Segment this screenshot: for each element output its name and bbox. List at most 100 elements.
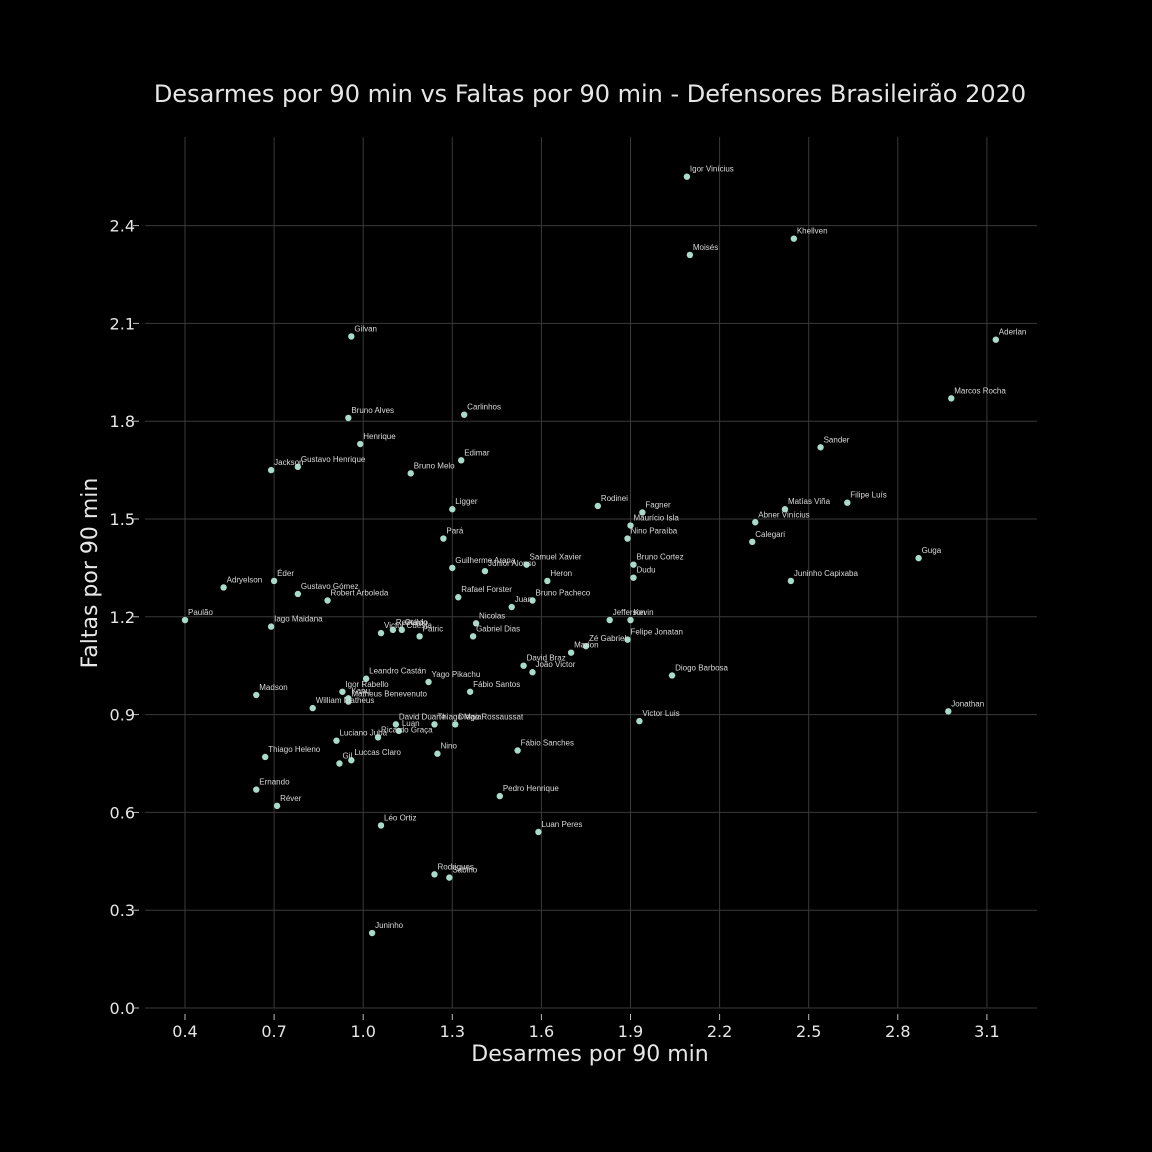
- point-label: Kevin: [634, 608, 654, 617]
- point-label: Gustavo Henrique: [301, 455, 366, 464]
- x-tick-label: 1.9: [618, 1022, 643, 1041]
- point-label: Matías Viña: [788, 497, 831, 506]
- scatter-point: [627, 616, 634, 624]
- point-label: Rafael Forster: [461, 585, 512, 594]
- scatter-point: [544, 577, 551, 585]
- scatter-point: [496, 792, 504, 800]
- point-label: Fagner: [645, 500, 671, 509]
- point-label: Marlon: [574, 641, 598, 650]
- scatter-point: [529, 597, 536, 604]
- point-label: Jonathan: [951, 699, 984, 708]
- point-label: Bruno Alves: [351, 406, 394, 415]
- scatter-point: [636, 717, 643, 725]
- scatter-point: [749, 538, 756, 546]
- x-tick-label: 3.1: [974, 1022, 999, 1041]
- point-label: Ernando: [259, 778, 290, 787]
- scatter-point: [253, 691, 260, 699]
- point-label: Paulão: [188, 608, 213, 617]
- scatter-point: [181, 616, 189, 624]
- scatter-point: [455, 594, 462, 601]
- y-tick-label: 0.9: [110, 706, 135, 725]
- scatter-point: [472, 620, 480, 627]
- scatter-point: [267, 466, 275, 474]
- point-label: Bruno Melo: [414, 461, 455, 470]
- scatter-point: [945, 708, 952, 715]
- point-label: Bruno Pacheco: [535, 589, 590, 598]
- scatter-point: [606, 616, 613, 624]
- point-label: Thiago Heleno: [268, 745, 321, 754]
- point-label: Jackson: [274, 458, 303, 467]
- point-label: Robert Arboleda: [331, 589, 389, 598]
- point-label: Éder: [277, 569, 294, 578]
- scatter-point: [267, 623, 275, 630]
- point-label: Dudu: [636, 566, 655, 575]
- tick-layer: 0.4 0.7 1.0 1.3 1.6 1.9 2.2 2.5 2.8 3.1 0.0 0.3 0.6 0…: [110, 217, 1000, 1041]
- point-label: Juninho: [375, 921, 404, 930]
- scatter-point: [324, 597, 331, 604]
- x-tick-label: 0.7: [261, 1022, 286, 1041]
- point-label: Guilherme Arana: [455, 556, 516, 565]
- point-label: Réver: [280, 794, 302, 803]
- scatter-point: [407, 470, 414, 477]
- point-label: Guga: [922, 546, 942, 555]
- scatter-point: [339, 688, 346, 695]
- scatter-point: [520, 662, 527, 669]
- point-label: William Matheus: [316, 696, 375, 705]
- point-label: Sabino: [452, 866, 477, 875]
- point-label: Carlinhos: [467, 403, 501, 412]
- scatter-point: [781, 506, 789, 513]
- scatter-point: [630, 574, 637, 581]
- point-label: David Duarte: [399, 712, 446, 721]
- points-layer: [181, 173, 1000, 937]
- scatter-point: [567, 649, 575, 656]
- scatter-point: [752, 519, 759, 526]
- point-label: Pedro Henrique: [503, 784, 560, 793]
- point-label: Patric: [423, 624, 443, 633]
- scatter-point: [431, 721, 438, 728]
- y-tick-label: 0.3: [110, 901, 135, 920]
- scatter-point: [529, 669, 536, 676]
- point-label: Fábio Sanches: [521, 738, 574, 747]
- point-label: Thiago Maia: [437, 712, 482, 721]
- scatter-point: [639, 509, 646, 516]
- point-label: Madson: [259, 683, 287, 692]
- y-tick-label: 1.5: [110, 510, 135, 529]
- point-label: Diogo Barbosa: [675, 663, 728, 672]
- point-label: Juninho Capixaba: [794, 569, 859, 578]
- scatter-point: [253, 786, 260, 793]
- point-label: Diego Rossaussat: [458, 712, 524, 721]
- point-label: Leandro Castán: [369, 667, 426, 676]
- scatter-point: [434, 750, 441, 757]
- scatter-point: [368, 929, 376, 937]
- point-label: Igor Rabello: [345, 680, 389, 689]
- x-tick-label: 1.0: [350, 1022, 375, 1041]
- x-tick-label: 2.2: [707, 1022, 732, 1041]
- scatter-point: [294, 590, 302, 598]
- y-tick-label: 2.1: [110, 314, 135, 333]
- point-label: Gustavo Gómez: [301, 582, 359, 591]
- point-label: Maurício Isla: [634, 514, 680, 523]
- scatter-point: [624, 535, 631, 542]
- scatter-point: [220, 584, 227, 591]
- y-tick-label: 1.8: [110, 412, 135, 431]
- point-label: Luccas Claro: [354, 748, 401, 757]
- scatter-point: [398, 626, 406, 634]
- scatter-point: [523, 561, 530, 568]
- point-label: Heron: [550, 569, 572, 578]
- point-label: Ligger: [455, 497, 478, 506]
- point-label: Otávio: [405, 618, 429, 627]
- scatter-point: [844, 499, 851, 506]
- scatter-point: [261, 753, 269, 761]
- point-label: Gilvan: [354, 324, 377, 333]
- scatter-point: [508, 603, 515, 611]
- point-label: Ricardo Graça: [381, 725, 433, 734]
- scatter-point: [294, 463, 302, 471]
- scatter-point: [582, 642, 590, 650]
- scatter-point: [790, 235, 798, 242]
- point-label: Gabriel Dias: [476, 624, 520, 633]
- scatter-point: [345, 414, 352, 422]
- point-label: Rodrigues: [437, 862, 473, 871]
- scatter-point: [686, 251, 694, 259]
- point-label: Zé Gabriel: [589, 634, 627, 643]
